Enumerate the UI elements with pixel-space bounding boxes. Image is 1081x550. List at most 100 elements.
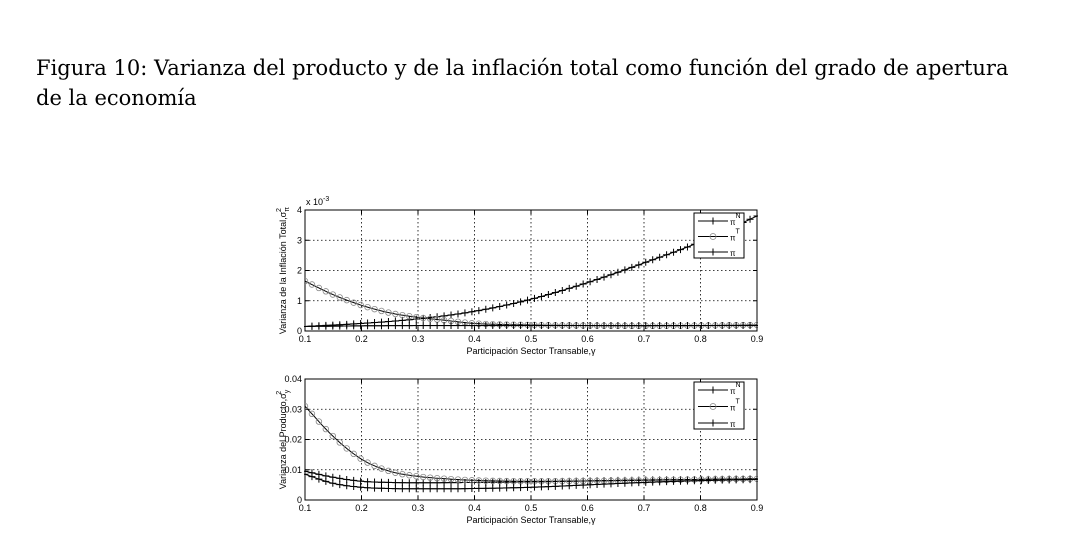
series-marker-plus xyxy=(364,478,372,486)
series-marker-plus xyxy=(398,485,406,493)
figure-label: Figura 10: xyxy=(36,56,148,80)
figure-caption-text: Varianza del producto y de la inflación … xyxy=(36,56,1009,110)
legend-label-sup: T xyxy=(736,399,741,406)
series-marker-circle xyxy=(406,313,413,320)
series-marker-plus xyxy=(635,479,643,487)
y-tick-label: 3 xyxy=(297,235,302,245)
series-marker-plus xyxy=(447,479,455,487)
y-tick-label: 1 xyxy=(297,296,302,306)
series-marker-circle xyxy=(468,477,476,484)
series-marker-plus xyxy=(377,478,385,486)
series-marker-circle xyxy=(454,476,462,483)
y-axis-label-sup: 2 xyxy=(276,208,283,212)
series-marker-circle xyxy=(420,314,427,322)
legend-label-sup: T xyxy=(736,229,741,236)
series-marker-plus xyxy=(607,322,615,330)
series-marker-plus xyxy=(496,303,504,310)
series-marker-plus xyxy=(704,322,712,330)
series-marker-circle xyxy=(364,303,371,311)
series-marker-circle xyxy=(503,477,510,485)
y-tick-label: 0.03 xyxy=(284,404,302,414)
series-marker-plus xyxy=(482,322,490,330)
series-marker-plus xyxy=(412,479,420,487)
series-marker-plus xyxy=(551,289,559,297)
series-marker-plus xyxy=(697,322,705,330)
series-marker-plus xyxy=(350,483,358,491)
series-marker-plus xyxy=(454,485,462,493)
series-marker-plus xyxy=(649,322,657,330)
series-marker-plus xyxy=(371,322,379,330)
figure-caption: Figura 10: Varianza del producto y de la… xyxy=(36,53,1036,113)
legend-item: π xyxy=(698,248,736,258)
series-marker-plus xyxy=(704,476,712,484)
y-tick-label: 0.01 xyxy=(284,465,302,475)
series-marker-plus xyxy=(565,284,573,292)
series-marker-plus xyxy=(656,478,664,486)
series-marker-plus xyxy=(384,322,392,330)
series-marker-plus xyxy=(642,258,650,266)
legend-label-symbol: π xyxy=(730,234,736,243)
series-marker-plus xyxy=(447,485,455,493)
series-marker-circle xyxy=(399,311,406,319)
series-marker-plus xyxy=(461,322,469,330)
series-marker-plus xyxy=(656,322,664,330)
series-marker-plus xyxy=(677,246,685,254)
series-marker-plus xyxy=(482,484,490,492)
series-marker-circle xyxy=(496,477,503,485)
series-marker-plus xyxy=(412,485,420,493)
series-marker-plus xyxy=(475,322,483,330)
series-marker-plus xyxy=(433,322,441,330)
series-marker-circle xyxy=(329,291,337,298)
y-axis-label: Varianza de la Inflación Total,σπ2 xyxy=(276,207,291,334)
series-marker-plus xyxy=(558,482,566,490)
x-tick-label: 0.8 xyxy=(694,503,707,513)
series-marker-plus xyxy=(357,477,365,485)
legend-item: πN xyxy=(698,213,741,227)
series-marker-plus xyxy=(649,256,657,264)
series-marker-plus xyxy=(398,479,406,487)
series-marker-plus xyxy=(517,298,525,306)
series-marker-plus xyxy=(343,322,351,330)
series-marker-plus xyxy=(454,322,462,330)
series-3 xyxy=(304,470,758,493)
series-marker-circle xyxy=(308,281,316,288)
series-marker-plus xyxy=(468,322,476,330)
series-marker-circle xyxy=(357,455,364,462)
series-marker-circle xyxy=(371,462,378,470)
series-marker-circle xyxy=(406,472,413,479)
series-marker-plus xyxy=(364,484,372,492)
series-marker-circle xyxy=(461,476,469,484)
x-tick-label: 0.9 xyxy=(751,334,764,344)
series-marker-circle xyxy=(378,307,385,315)
series-marker-plus xyxy=(405,322,413,330)
series-marker-plus xyxy=(670,248,678,256)
x-tick-label: 0.4 xyxy=(468,334,481,344)
series-marker-plus xyxy=(433,479,441,487)
series-marker-circle xyxy=(378,465,385,472)
series-marker-plus xyxy=(482,305,490,313)
series-marker-plus xyxy=(718,322,726,330)
series-marker-plus xyxy=(572,282,580,290)
series-marker-plus xyxy=(329,473,337,481)
series-marker-plus xyxy=(663,322,671,330)
legend-label-symbol: π xyxy=(730,420,736,429)
series-marker-plus xyxy=(503,301,511,309)
series-marker-circle xyxy=(304,403,309,410)
series-marker-plus xyxy=(670,322,678,330)
x-tick-label: 0.8 xyxy=(694,334,707,344)
series-marker-circle xyxy=(489,477,496,485)
series-marker-plus xyxy=(433,485,441,493)
legend-label-symbol: π xyxy=(730,387,736,396)
legend-label-sup: N xyxy=(736,382,741,389)
series-marker-plus xyxy=(391,479,399,487)
series-marker-plus xyxy=(524,322,532,330)
series-marker-circle xyxy=(413,472,420,480)
legend-label: πN xyxy=(730,382,741,396)
legend-label-symbol: π xyxy=(730,404,736,413)
series-marker-plus xyxy=(524,296,532,304)
series-marker-circle xyxy=(336,294,343,301)
series-marker-plus xyxy=(489,484,497,492)
legend-label-symbol: π xyxy=(730,218,736,227)
series-marker-plus xyxy=(711,322,719,330)
series-marker-plus xyxy=(304,470,309,478)
